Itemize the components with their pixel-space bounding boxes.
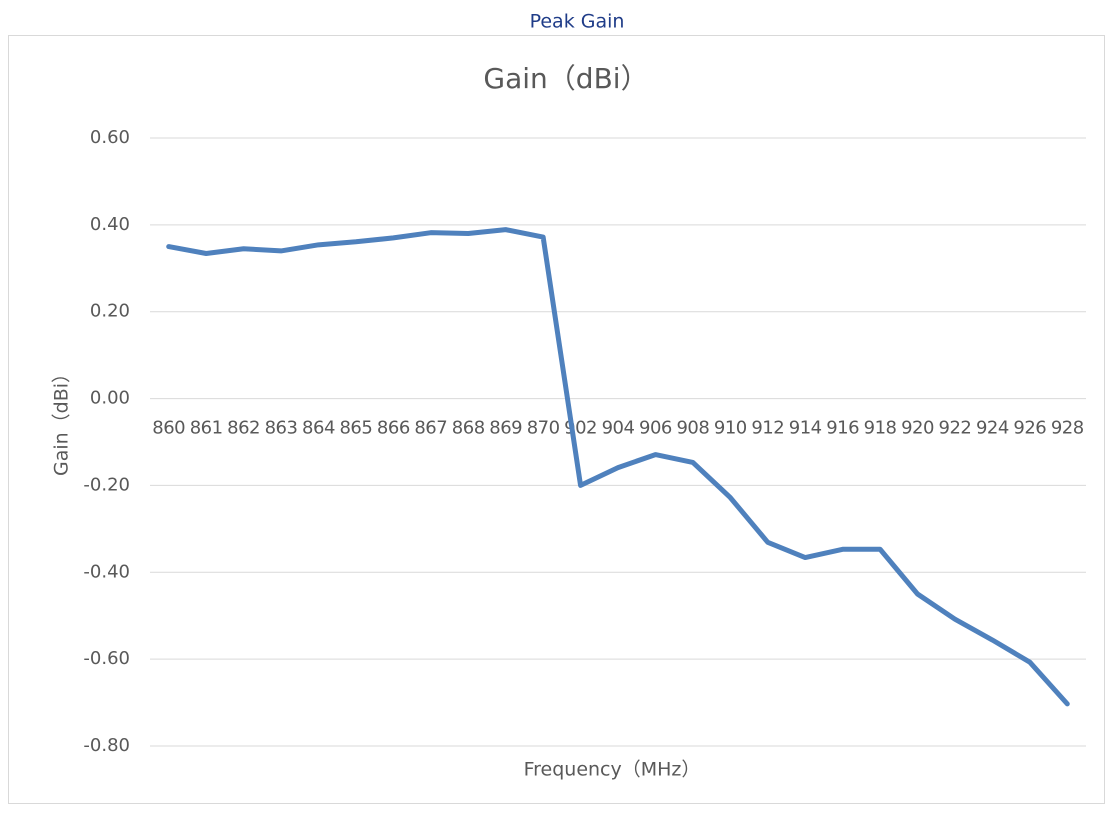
y-axis-title: Gain（dBi）	[51, 364, 73, 476]
chart-title: Gain（dBi）	[483, 62, 648, 95]
x-tick-label: 928	[1051, 418, 1084, 439]
y-tick-label: 0.60	[90, 127, 130, 148]
x-tick-label: 864	[302, 418, 335, 439]
x-tick-label: 920	[901, 418, 934, 439]
data-line	[166, 227, 1070, 707]
x-axis-title: Frequency（MHz）	[524, 759, 701, 781]
y-tick-label: -0.60	[83, 648, 130, 669]
x-tick-label: 906	[639, 418, 672, 439]
x-tick-label: 866	[377, 418, 410, 439]
x-tick-label: 922	[939, 418, 972, 439]
x-tick-label: 904	[602, 418, 635, 439]
x-tick-label: 870	[527, 418, 560, 439]
x-tick-label: 924	[976, 418, 1009, 439]
x-tick-label: 862	[227, 418, 260, 439]
x-tick-label: 926	[1013, 418, 1046, 439]
y-tick-label: 0.20	[90, 301, 130, 322]
y-tick-label: 0.40	[90, 214, 130, 235]
x-tick-label: 861	[190, 418, 223, 439]
x-tick-label: 863	[265, 418, 298, 439]
x-tick-label: 868	[452, 418, 485, 439]
y-tick-label: -0.40	[83, 561, 130, 582]
chart-border	[8, 35, 1105, 804]
x-tick-label: 916	[826, 418, 859, 439]
page-title: Peak Gain	[530, 11, 625, 33]
x-tick-label: 867	[414, 418, 447, 439]
x-tick-label: 869	[489, 418, 522, 439]
x-tick-label: 918	[864, 418, 897, 439]
x-tick-label: 865	[339, 418, 372, 439]
y-tick-label: -0.80	[83, 735, 130, 756]
x-tick-label: 908	[676, 418, 709, 439]
x-tick-label: 910	[714, 418, 747, 439]
x-tick-label: 912	[751, 418, 784, 439]
y-tick-label: -0.20	[83, 474, 130, 495]
x-tick-label: 860	[152, 418, 185, 439]
y-tick-label: 0.00	[90, 388, 130, 409]
x-tick-label: 914	[789, 418, 822, 439]
